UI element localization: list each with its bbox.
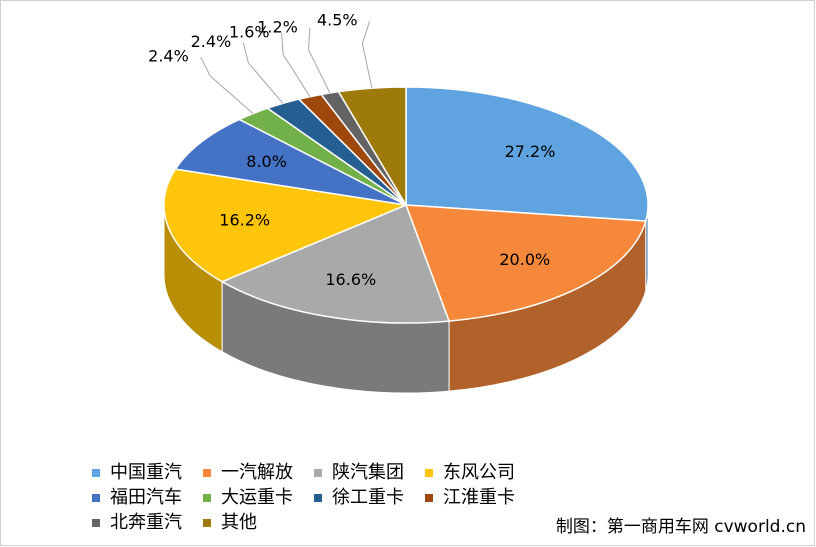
legend-swatch bbox=[203, 494, 211, 502]
leader-line bbox=[209, 75, 254, 114]
legend-swatch bbox=[92, 519, 100, 527]
data-label: 27.2% bbox=[505, 142, 556, 161]
data-label: 4.5% bbox=[317, 11, 358, 30]
data-label: 1.6% bbox=[229, 23, 270, 42]
legend-swatch bbox=[425, 469, 433, 477]
legend-label: 中国重汽 bbox=[110, 462, 182, 483]
legend-label: 大运重卡 bbox=[221, 487, 293, 508]
legend-swatch bbox=[314, 469, 322, 477]
legend-label: 陕汽集团 bbox=[332, 462, 404, 483]
legend-swatch bbox=[203, 469, 211, 477]
legend-swatch bbox=[314, 494, 322, 502]
data-label: 16.6% bbox=[325, 270, 376, 289]
legend-label: 东风公司 bbox=[443, 462, 515, 483]
data-label: 1.2% bbox=[257, 17, 298, 36]
data-label: 8.0% bbox=[246, 152, 287, 171]
slice bbox=[404, 204, 647, 322]
slice bbox=[174, 118, 407, 206]
legend-swatch bbox=[203, 519, 211, 527]
slice bbox=[405, 86, 649, 222]
leader-line bbox=[281, 33, 284, 55]
leader-line bbox=[361, 43, 373, 89]
leader-line bbox=[361, 20, 371, 44]
leader-line bbox=[248, 62, 284, 104]
legend-label: 江淮重卡 bbox=[443, 487, 515, 508]
slice bbox=[337, 86, 407, 208]
legend-swatch bbox=[92, 469, 100, 477]
leader-line bbox=[242, 42, 249, 64]
source-note: 制图：第一商用车网 cvworld.cn bbox=[556, 517, 806, 537]
legend-label: 北奔重汽 bbox=[110, 512, 182, 533]
data-label: 2.4% bbox=[191, 32, 232, 51]
legend-label: 其他 bbox=[221, 512, 257, 533]
data-label: 20.0% bbox=[499, 250, 550, 269]
legend-label: 一汽解放 bbox=[221, 462, 293, 483]
legend-label: 徐工重卡 bbox=[332, 487, 404, 508]
legend-swatch bbox=[92, 494, 100, 502]
slice bbox=[220, 204, 451, 324]
legend-label: 福田汽车 bbox=[110, 487, 182, 508]
legend-swatch bbox=[425, 494, 433, 502]
data-label: 16.2% bbox=[219, 210, 270, 229]
leader-line bbox=[200, 56, 211, 77]
leader-line bbox=[282, 54, 311, 97]
data-label: 2.4% bbox=[148, 47, 189, 66]
leader-line bbox=[308, 27, 311, 50]
slice bbox=[163, 168, 409, 283]
leader-line bbox=[308, 49, 331, 94]
